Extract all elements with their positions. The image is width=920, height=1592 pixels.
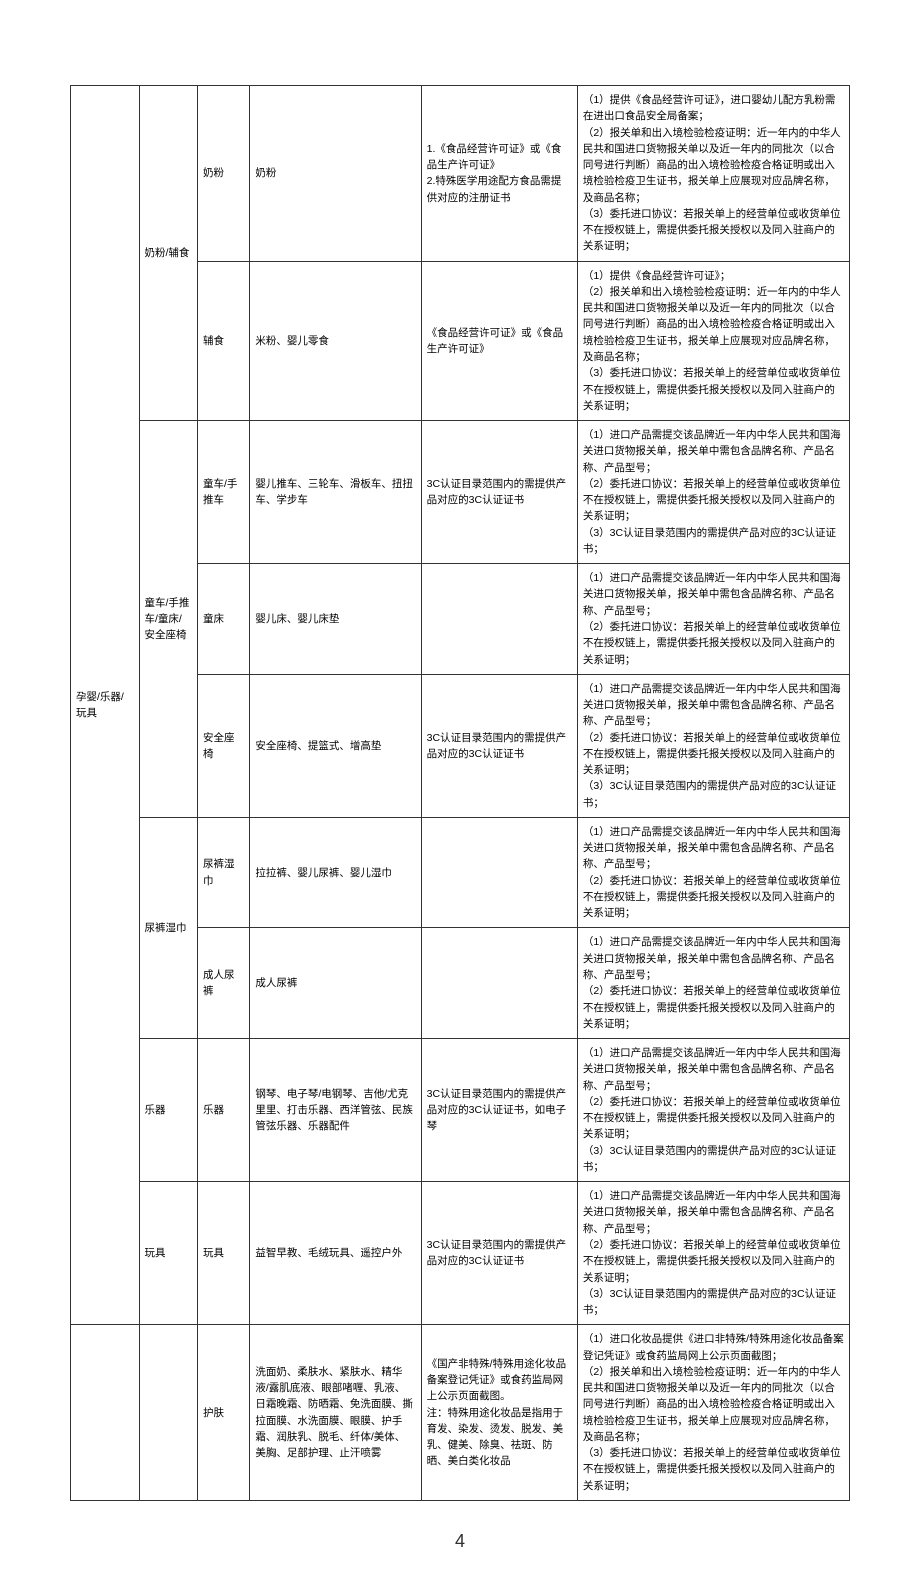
import-requirement: （1）进口产品需提交该品牌近一年内中华人民共和国海关进口货物报关单，报关单中需包… [577, 817, 849, 928]
table-row: 孕婴/乐器/玩具奶粉/辅食奶粉奶粉1.《食品经营许可证》或《食品生产许可证》 2… [71, 86, 850, 262]
domestic-requirement: 3C认证目录范围内的需提供产品对应的3C认证证书 [421, 674, 577, 817]
product-scope: 益智早教、毛绒玩具、遥控户外 [250, 1182, 421, 1325]
table-row: 玩具玩具益智早教、毛绒玩具、遥控户外3C认证目录范围内的需提供产品对应的3C认证… [71, 1182, 850, 1325]
category-level1 [71, 1325, 140, 1501]
table-row: 乐器乐器钢琴、电子琴/电钢琴、吉他/尤克里里、打击乐器、西洋管弦、民族管弦乐器、… [71, 1039, 850, 1182]
table-row: 护肤洗面奶、柔肤水、紧肤水、精华液/露肌底液、眼部啫喱、乳液、日霜晚霜、防晒霜、… [71, 1325, 850, 1501]
domestic-requirement [421, 928, 577, 1039]
domestic-requirement: 3C认证目录范围内的需提供产品对应的3C认证证书 [421, 1182, 577, 1325]
category-level3: 童车/手推车 [197, 421, 249, 564]
category-level3: 安全座椅 [197, 674, 249, 817]
category-level2: 尿裤湿巾 [139, 817, 197, 1038]
category-level3: 玩具 [197, 1182, 249, 1325]
category-level3: 尿裤湿巾 [197, 817, 249, 928]
domestic-requirement: 3C认证目录范围内的需提供产品对应的3C认证证书 [421, 421, 577, 564]
domestic-requirement [421, 564, 577, 675]
product-scope: 奶粉 [250, 86, 421, 262]
product-scope: 拉拉裤、婴儿尿裤、婴儿湿巾 [250, 817, 421, 928]
page-number: 4 [70, 1531, 850, 1552]
category-level3: 辅食 [197, 261, 249, 420]
import-requirement: （1）进口产品需提交该品牌近一年内中华人民共和国海关进口货物报关单，报关单中需包… [577, 564, 849, 675]
category-level2: 奶粉/辅食 [139, 86, 197, 421]
domestic-requirement: 《国产非特殊/特殊用途化妆品备案登记凭证》或食药监局网上公示页面截图。 注：特殊… [421, 1325, 577, 1501]
product-scope: 婴儿推车、三轮车、滑板车、扭扭车、学步车 [250, 421, 421, 564]
category-level3: 乐器 [197, 1039, 249, 1182]
product-scope: 钢琴、电子琴/电钢琴、吉他/尤克里里、打击乐器、西洋管弦、民族管弦乐器、乐器配件 [250, 1039, 421, 1182]
category-level2 [139, 1325, 197, 1501]
category-level3: 成人尿裤 [197, 928, 249, 1039]
import-requirement: （1）进口化妆品提供《进口非特殊/特殊用途化妆品备案登记凭证》或食药监局网上公示… [577, 1325, 849, 1501]
domestic-requirement [421, 817, 577, 928]
category-level3: 护肤 [197, 1325, 249, 1501]
product-scope: 米粉、婴儿零食 [250, 261, 421, 420]
import-requirement: （1）进口产品需提交该品牌近一年内中华人民共和国海关进口货物报关单，报关单中需包… [577, 1182, 849, 1325]
product-scope: 安全座椅、提篮式、增高垫 [250, 674, 421, 817]
import-requirement: （1）进口产品需提交该品牌近一年内中华人民共和国海关进口货物报关单，报关单中需包… [577, 674, 849, 817]
import-requirement: （1）提供《食品经营许可证》，进口婴幼儿配方乳粉需在进出口食品安全局备案； （2… [577, 86, 849, 262]
table-row: 童车/手推车/童床/安全座椅童车/手推车婴儿推车、三轮车、滑板车、扭扭车、学步车… [71, 421, 850, 564]
table-row: 尿裤湿巾尿裤湿巾拉拉裤、婴儿尿裤、婴儿湿巾（1）进口产品需提交该品牌近一年内中华… [71, 817, 850, 928]
domestic-requirement: 《食品经营许可证》或《食品生产许可证》 [421, 261, 577, 420]
import-requirement: （1）进口产品需提交该品牌近一年内中华人民共和国海关进口货物报关单，报关单中需包… [577, 1039, 849, 1182]
product-scope: 婴儿床、婴儿床垫 [250, 564, 421, 675]
category-level1: 孕婴/乐器/玩具 [71, 86, 140, 1325]
category-level3: 童床 [197, 564, 249, 675]
domestic-requirement: 3C认证目录范围内的需提供产品对应的3C认证证书，如电子琴 [421, 1039, 577, 1182]
category-level2: 童车/手推车/童床/安全座椅 [139, 421, 197, 818]
category-level2: 乐器 [139, 1039, 197, 1182]
import-requirement: （1）进口产品需提交该品牌近一年内中华人民共和国海关进口货物报关单，报关单中需包… [577, 928, 849, 1039]
product-scope: 成人尿裤 [250, 928, 421, 1039]
qualification-table: 孕婴/乐器/玩具奶粉/辅食奶粉奶粉1.《食品经营许可证》或《食品生产许可证》 2… [70, 85, 850, 1501]
category-level3: 奶粉 [197, 86, 249, 262]
domestic-requirement: 1.《食品经营许可证》或《食品生产许可证》 2.特殊医学用途配方食品需提供对应的… [421, 86, 577, 262]
product-scope: 洗面奶、柔肤水、紧肤水、精华液/露肌底液、眼部啫喱、乳液、日霜晚霜、防晒霜、免洗… [250, 1325, 421, 1501]
import-requirement: （1）进口产品需提交该品牌近一年内中华人民共和国海关进口货物报关单，报关单中需包… [577, 421, 849, 564]
import-requirement: （1）提供《食品经营许可证》； （2）报关单和出入境检验检疫证明：近一年内的中华… [577, 261, 849, 420]
category-level2: 玩具 [139, 1182, 197, 1325]
